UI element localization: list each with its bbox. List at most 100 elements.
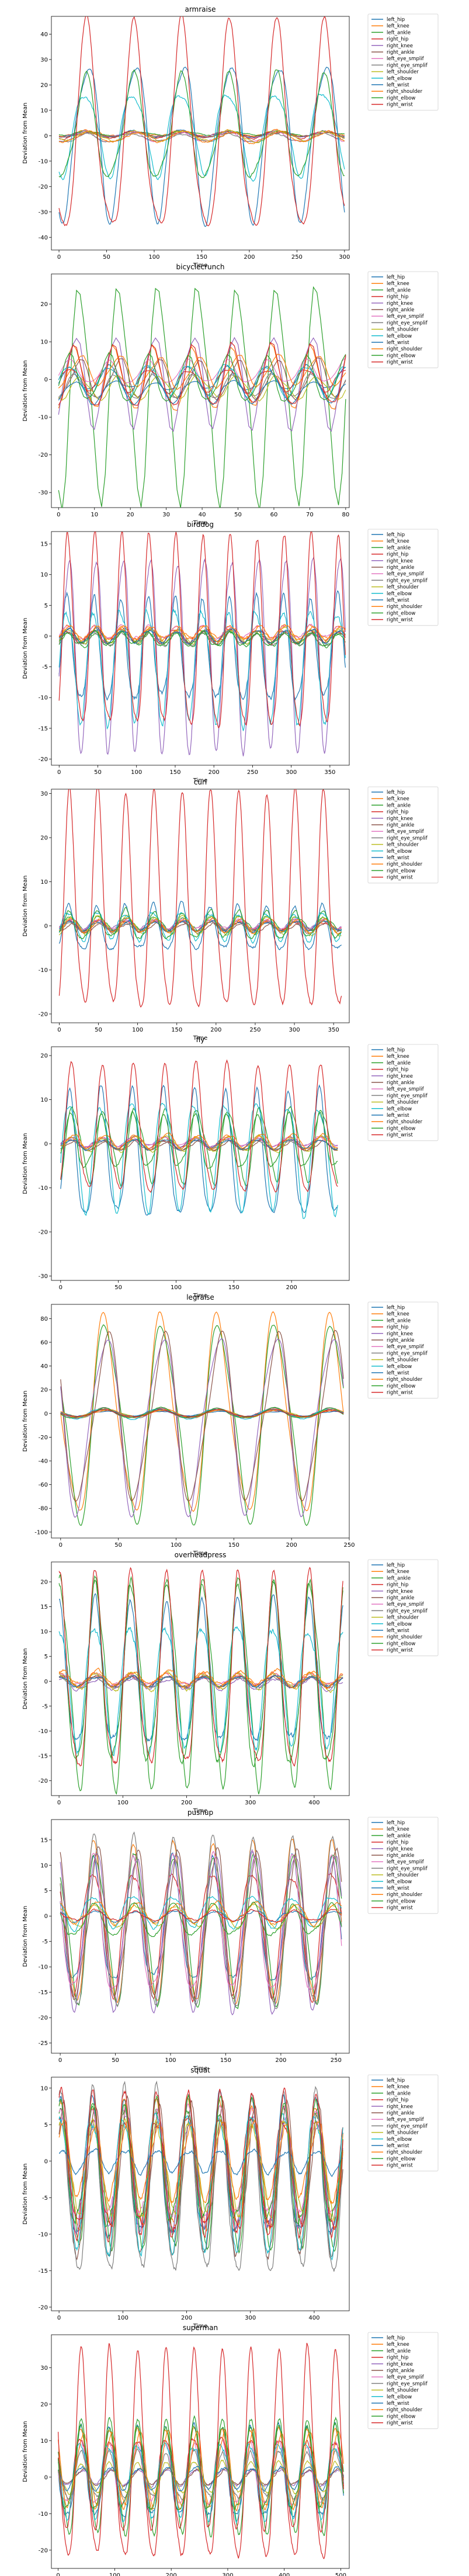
y-tick-label: -10	[39, 1185, 48, 1192]
chart-curl: curl 0 50 100 150 200 250 300 350 -20 -10 0 10 20 30 Ti…	[22, 778, 439, 1041]
series-group	[58, 2342, 344, 2560]
series-line-right_elbow	[58, 907, 342, 939]
legend-label: right_ankle	[387, 2368, 414, 2374]
y-tick-label: 20	[40, 1387, 48, 1394]
y-tick-label: 0	[44, 377, 48, 383]
legend-label: right_hip	[387, 2098, 408, 2103]
legend-box	[367, 2074, 439, 2172]
series-line-left_hip	[58, 590, 346, 701]
legend-label: right_hip	[387, 294, 408, 300]
x-tick-label: 300	[286, 769, 297, 776]
legend-label: right_hip	[387, 1840, 408, 1846]
legend-label: left_elbow	[387, 1879, 412, 1885]
legend-label: right_eye_smplif	[387, 1608, 428, 1614]
series-line-right_knee	[58, 556, 346, 756]
legend-label: left_knee	[387, 281, 409, 287]
legend-label: left_ankle	[387, 1318, 411, 1324]
legend-label: right_elbow	[387, 353, 415, 359]
y-axis-label: Deviation from Mean	[22, 1133, 29, 1195]
legend-label: right_shoulder	[387, 1377, 423, 1383]
series-line-left_knee	[60, 1311, 344, 1512]
y-tick-label: 10	[40, 2085, 48, 2092]
y-tick-label: -10	[39, 1728, 48, 1735]
x-tick-label: 150	[169, 769, 180, 776]
y-axis-label: Deviation from Mean	[22, 618, 29, 679]
legend-label: left_knee	[387, 2084, 409, 2090]
legend: left_hipleft_kneeleft_ankleright_hiprigh…	[367, 2074, 439, 2172]
legend: left_hipleft_kneeleft_ankleright_hiprigh…	[367, 1817, 439, 1914]
series-line-right_wrist	[58, 789, 342, 1008]
legend-label: right_wrist	[387, 360, 413, 366]
x-tick-label: 200	[181, 1800, 192, 1806]
legend-label: left_wrist	[387, 855, 409, 861]
y-tick-label: 0	[44, 923, 48, 929]
series-line-right_ankle	[60, 1329, 344, 1502]
x-tick-label: 0	[57, 769, 61, 776]
legend-label: right_knee	[387, 558, 413, 564]
legend-label: right_shoulder	[387, 2407, 423, 2413]
x-tick-label: 50	[114, 1284, 122, 1291]
legend-label: left_ankle	[387, 30, 411, 36]
y-tick-label: 60	[40, 1339, 48, 1346]
legend-label: left_shoulder	[387, 842, 419, 848]
x-tick-label: 300	[245, 2315, 256, 2321]
chart-fly: fly 0 50 100 150 200 -30 -20 -10 0 10 20 Time Deviati…	[22, 1036, 439, 1299]
legend-label: right_elbow	[387, 1126, 415, 1131]
legend: left_hipleft_kneeleft_ankleright_hiprigh…	[367, 529, 439, 626]
legend-label: left_elbow	[387, 591, 412, 597]
series-line-right_hip	[60, 1872, 342, 2003]
y-tick-label: 10	[40, 879, 48, 886]
series-line-right_knee	[60, 1853, 342, 2016]
legend-label: left_ankle	[387, 1060, 411, 1066]
legend-box	[367, 2332, 439, 2429]
y-tick-label: -20	[39, 1778, 48, 1785]
y-tick-label: 80	[40, 1316, 48, 1322]
legend-label: right_ankle	[387, 822, 414, 828]
x-tick-label: 100	[117, 2315, 128, 2321]
legend: left_hipleft_kneeleft_ankleright_hiprigh…	[367, 2332, 439, 2429]
plot-frame	[51, 789, 350, 1023]
y-axis-label: Deviation from Mean	[22, 1391, 29, 1452]
series-line-left_elbow	[58, 1626, 343, 1756]
x-tick-label: 30	[162, 512, 170, 518]
series-line-left_elbow	[58, 93, 345, 182]
legend-label: right_ankle	[387, 307, 414, 313]
legend-label: left_eye_smplif	[387, 1602, 425, 1608]
x-tick-label: 0	[56, 2572, 60, 2576]
x-tick-label: 100	[131, 769, 142, 776]
series-line-right_shoulder	[58, 2117, 343, 2204]
legend-label: right_shoulder	[387, 862, 423, 867]
series-line-right_wrist	[58, 341, 346, 406]
legend-label: right_shoulder	[387, 346, 423, 352]
x-tick-label: 50	[234, 512, 242, 518]
legend-label: left_shoulder	[387, 70, 419, 75]
x-tick-label: 70	[306, 512, 314, 518]
plot-frame	[51, 273, 350, 508]
legend-label: left_wrist	[387, 1886, 409, 1891]
series-line-left_ankle	[60, 1324, 344, 1526]
chart-title: superman	[183, 2324, 218, 2332]
x-axis-label: Time	[193, 2323, 207, 2329]
x-tick-label: 0	[57, 1027, 61, 1033]
x-tick-label: 250	[247, 769, 258, 776]
legend: left_hipleft_kneeleft_ankleright_hiprigh…	[367, 1301, 439, 1399]
legend-label: left_ankle	[387, 1833, 411, 1839]
y-tick-label: 40	[40, 1363, 48, 1370]
legend-label: right_shoulder	[387, 2150, 423, 2155]
legend: left_hipleft_kneeleft_ankleright_hiprigh…	[367, 13, 439, 111]
series-line-right_wrist	[60, 1408, 344, 1418]
y-tick-label: -5	[42, 1939, 48, 1945]
series-line-right_elbow	[58, 2415, 344, 2511]
legend-label: right_eye_smplif	[387, 1866, 428, 1872]
y-tick-label: -10	[39, 695, 48, 702]
y-tick-label: -20	[39, 2304, 48, 2311]
y-tick-label: -20	[39, 1011, 48, 1018]
legend-label: right_ankle	[387, 2110, 414, 2116]
x-axis-label: Time	[193, 262, 207, 269]
y-tick-label: 10	[40, 2438, 48, 2445]
legend-label: right_wrist	[387, 1390, 413, 1396]
legend-label: left_shoulder	[387, 2130, 419, 2136]
legend-box	[367, 13, 439, 111]
series-line-right_elbow	[58, 352, 346, 402]
y-tick-label: -20	[39, 184, 48, 190]
